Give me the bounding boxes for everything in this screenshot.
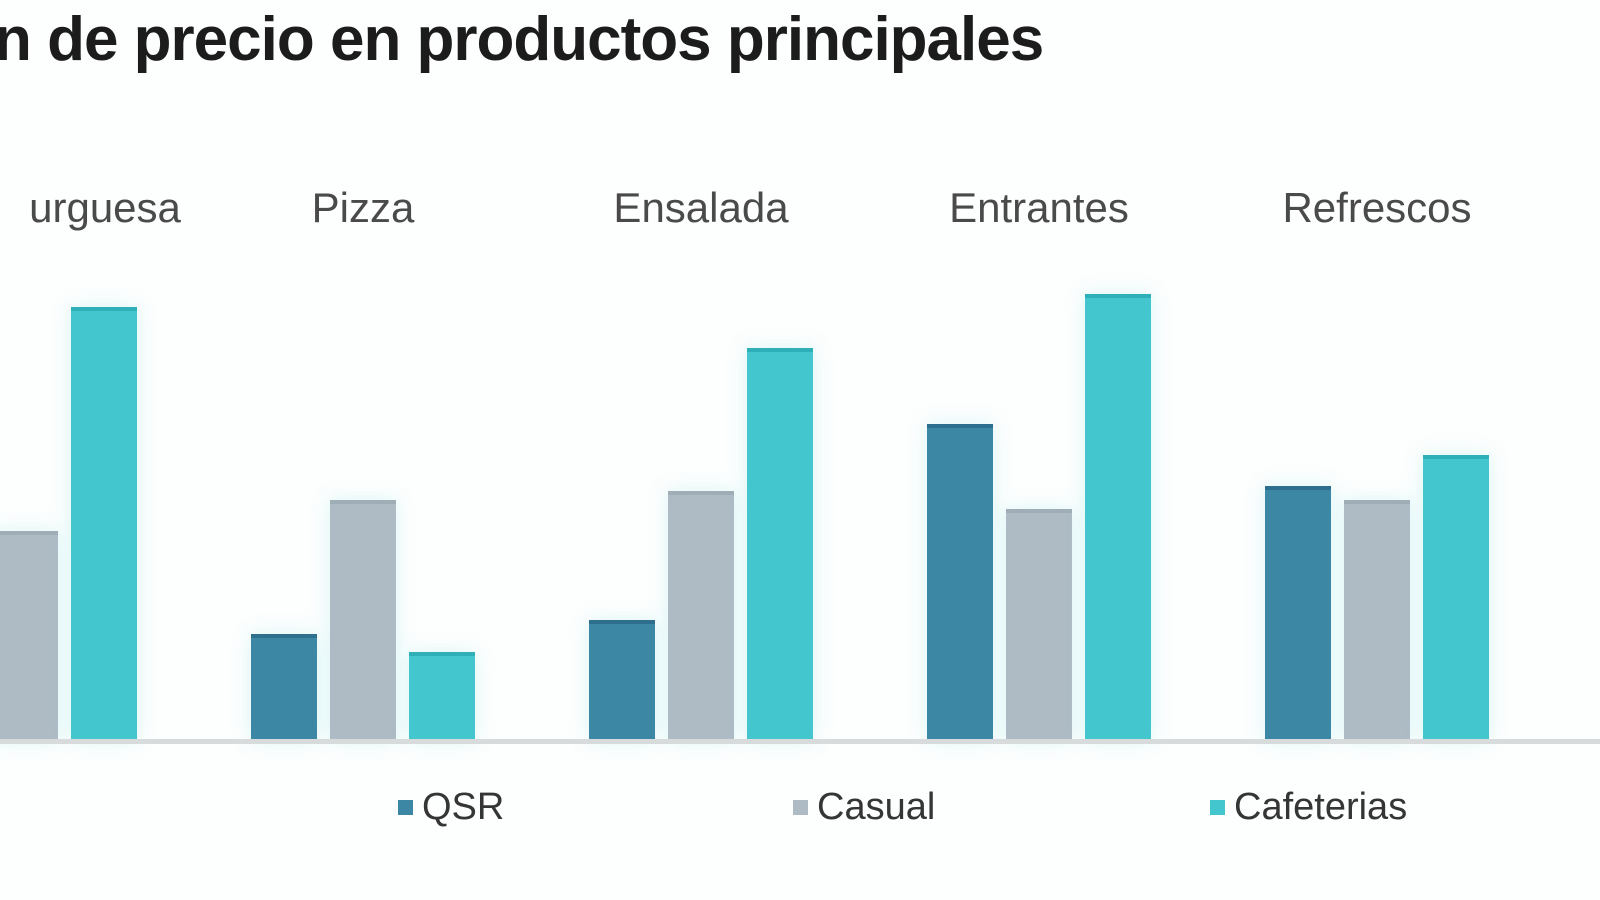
bar-qsr-refrescos xyxy=(1265,486,1331,741)
bar-cafeterias-ensalada xyxy=(747,348,813,741)
category-label-entrantes: Entrantes xyxy=(949,184,1129,231)
legend-item-cafeterias: Cafeterias xyxy=(1210,784,1407,830)
chart-title: n de precio en productos principales xyxy=(0,5,1044,74)
bar-cafeterias-pizza xyxy=(409,652,475,741)
legend-label: Casual xyxy=(817,785,936,828)
legend-swatch-icon xyxy=(793,799,808,815)
legend-label: QSR xyxy=(422,785,505,828)
category-label-refrescos: Refrescos xyxy=(1282,184,1472,231)
bar-casual-entrantes xyxy=(1006,509,1072,741)
legend-swatch-icon xyxy=(398,799,413,815)
bar-casual-pizza xyxy=(330,500,396,741)
legend-item-casual: Casual xyxy=(793,784,935,830)
category-label-urguesa: urguesa xyxy=(29,184,181,231)
bar-qsr-entrantes xyxy=(927,424,993,741)
bar-qsr-pizza xyxy=(251,634,317,741)
x-axis-line xyxy=(0,739,1600,744)
bar-cafeterias-refrescos xyxy=(1423,455,1489,741)
legend-swatch-icon xyxy=(1210,799,1225,815)
category-label-pizza: Pizza xyxy=(311,184,415,231)
legend-item-qsr: QSR xyxy=(398,784,504,830)
bar-casual-urguesa xyxy=(0,531,58,741)
bar-qsr-ensalada xyxy=(589,620,655,741)
category-label-ensalada: Ensalada xyxy=(613,184,789,231)
bar-cafeterias-entrantes xyxy=(1085,294,1151,741)
legend-label: Cafeterias xyxy=(1234,785,1408,828)
bar-casual-ensalada xyxy=(668,491,734,741)
bar-cafeterias-urguesa xyxy=(71,307,137,741)
bar-casual-refrescos xyxy=(1344,500,1410,741)
legend: QSR Casual Cafeterias xyxy=(0,784,1600,830)
